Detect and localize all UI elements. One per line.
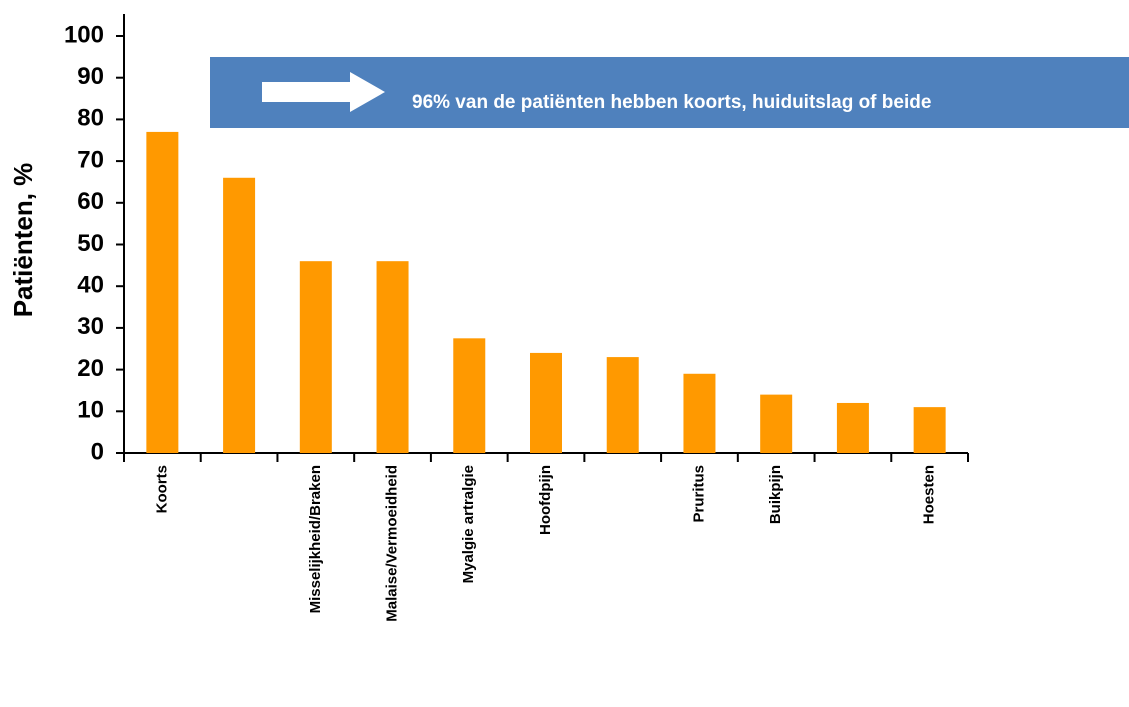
bar <box>836 402 869 453</box>
bar <box>376 261 409 453</box>
x-tick-label: Hoesten <box>921 465 938 524</box>
x-tick-label: Misselijkheid/Braken <box>307 465 324 613</box>
y-tick-label: 80 <box>77 105 104 132</box>
y-tick-label: 40 <box>77 272 104 299</box>
y-tick-label: 50 <box>77 230 104 257</box>
y-tick-label: 0 <box>91 438 104 465</box>
y-tick-label: 20 <box>77 355 104 382</box>
bar <box>223 177 256 453</box>
annotation: 96% van de patiënten hebben koorts, huid… <box>412 92 931 113</box>
x-tick-label: Hoofdpijn <box>537 465 554 535</box>
bar <box>913 407 946 453</box>
bar <box>606 357 639 453</box>
bar <box>683 373 716 453</box>
x-tick-label: Myalgie artralgie <box>460 465 477 583</box>
annotation-arrow <box>262 72 385 112</box>
y-tick-label: 90 <box>77 63 104 90</box>
y-axis-label: Patiënten, % <box>8 163 38 318</box>
x-tick-label: Malaise/Vermoeidheid <box>384 465 401 622</box>
bar <box>530 352 562 453</box>
x-tick-label: Koorts <box>153 465 170 513</box>
bar <box>453 338 486 453</box>
x-tick-label: Pruritus <box>690 465 707 523</box>
bar <box>299 261 332 453</box>
bar <box>760 394 793 453</box>
x-tick-label: Buikpijn <box>767 465 784 524</box>
y-tick-label: 100 <box>64 21 104 48</box>
y-tick-label: 60 <box>77 188 104 215</box>
y-tick-label: 70 <box>77 146 104 173</box>
y-tick-label: 10 <box>77 397 104 424</box>
bar <box>146 131 179 453</box>
y-tick-label: 30 <box>77 313 104 340</box>
